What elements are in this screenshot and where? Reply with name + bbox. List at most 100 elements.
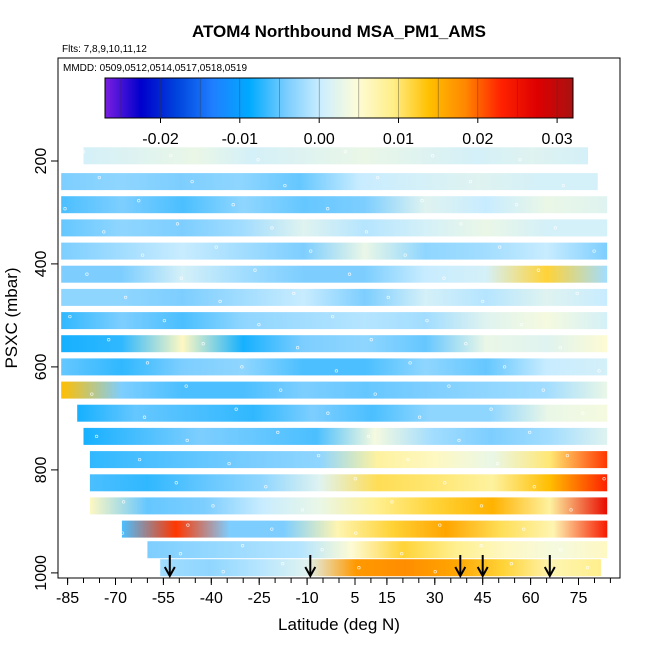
colorbar-tick-label: 0.02 (462, 131, 493, 148)
data-point-marker (186, 523, 190, 527)
data-point-marker (320, 548, 324, 552)
data-point-marker (140, 253, 145, 257)
colorbar: -0.02 -0.01 0.00 0.01 0.02 0.03 (104, 77, 574, 148)
data-point-marker (354, 531, 358, 535)
data-point-marker (498, 245, 502, 249)
data-point-marker (408, 361, 412, 365)
data-point-marker (281, 562, 285, 566)
x-tick-label: -10 (296, 590, 319, 607)
data-point-marker (227, 461, 231, 466)
data-point-marker (201, 342, 205, 346)
heatmap-band (147, 541, 608, 559)
data-point-marker (270, 527, 274, 531)
x-axis-label: Latitude (deg N) (278, 615, 400, 634)
data-point-marker (376, 175, 380, 180)
data-point-marker (514, 203, 519, 207)
data-point-marker (495, 461, 500, 466)
data-point-marker (536, 268, 541, 272)
profile-arrows (163, 555, 556, 579)
data-point-marker (94, 434, 99, 439)
data-point-marker (373, 392, 377, 396)
data-point-marker (518, 158, 522, 162)
colorbar-swatch (104, 77, 574, 119)
data-point-marker (256, 158, 260, 162)
data-point-marker (390, 500, 394, 504)
data-point-marker (334, 369, 339, 373)
data-point-marker (464, 342, 468, 346)
data-point-marker (102, 230, 106, 234)
x-tick-label: 30 (426, 590, 444, 607)
x-tick-label: -55 (152, 590, 175, 607)
data-point-marker (353, 477, 357, 481)
data-point-marker (137, 457, 142, 462)
data-point-marker (279, 388, 283, 392)
colorbar-tick-label: -0.02 (142, 131, 179, 148)
data-point-marker (347, 272, 352, 276)
data-point-marker (403, 253, 407, 257)
data-point-marker (97, 175, 101, 180)
data-point-marker (528, 430, 532, 435)
data-point-marker (438, 523, 442, 527)
data-point-marker (142, 415, 147, 419)
data-point-marker (63, 207, 67, 211)
data-point-marker (532, 485, 536, 489)
data-point-marker (489, 407, 493, 411)
colorbar-tick-label: 0.03 (542, 131, 573, 148)
data-point-marker (561, 183, 565, 188)
data-point-marker (558, 346, 562, 350)
heatmap-band (83, 147, 588, 165)
data-point-marker (300, 508, 305, 512)
heatmap-band (61, 288, 608, 306)
data-point-marker (257, 322, 261, 327)
data-point-marker (585, 566, 590, 570)
data-point-marker (283, 183, 287, 188)
data-point-marker (442, 276, 446, 280)
colorbar-tick-label: 0.01 (383, 131, 414, 148)
data-point-marker (369, 338, 373, 342)
y-tick-label: 400 (33, 250, 50, 277)
data-point-marker (121, 500, 126, 504)
heatmap-band (61, 335, 608, 353)
data-point-marker (330, 314, 335, 319)
y-axis-label: PSXC (mbar) (2, 267, 21, 368)
data-point-marker (137, 199, 141, 203)
data-point-marker (179, 276, 183, 280)
data-point-marker (292, 291, 296, 296)
profile-arrow (304, 555, 317, 579)
data-point-marker (85, 272, 89, 276)
data-point-marker (316, 453, 321, 458)
data-point-marker (253, 268, 257, 272)
data-point-marker (214, 245, 218, 249)
data-point-marker (120, 531, 124, 535)
data-point-marker (264, 485, 268, 489)
data-point-marker (343, 150, 348, 154)
y-tick-label: 600 (33, 353, 50, 380)
data-point-marker (145, 361, 150, 365)
data-point-marker (519, 322, 524, 327)
data-point-marker (309, 249, 313, 253)
heatmap-band (61, 242, 608, 260)
data-point-marker (175, 222, 180, 226)
data-point-marker (425, 318, 429, 323)
x-tick-label: -40 (200, 590, 223, 607)
data-point-marker (295, 346, 300, 350)
data-point-marker (190, 179, 194, 184)
data-point-marker (459, 222, 463, 226)
x-tick-label: -85 (56, 590, 79, 607)
data-point-marker (81, 150, 86, 154)
profile-arrow-head (476, 566, 489, 579)
data-point-marker (364, 230, 369, 234)
data-point-marker (468, 179, 473, 184)
data-point-marker (433, 570, 437, 574)
x-tick-label: 45 (474, 590, 492, 607)
data-point-marker (185, 438, 189, 443)
x-tick-label: 60 (522, 590, 540, 607)
data-point-marker (602, 477, 606, 481)
data-point-marker (447, 384, 451, 388)
data-point-marker (240, 544, 245, 548)
x-tick-label: 5 (351, 590, 360, 607)
data-point-marker (184, 384, 188, 388)
heatmap-band (83, 427, 608, 445)
heatmap-band (61, 196, 608, 214)
